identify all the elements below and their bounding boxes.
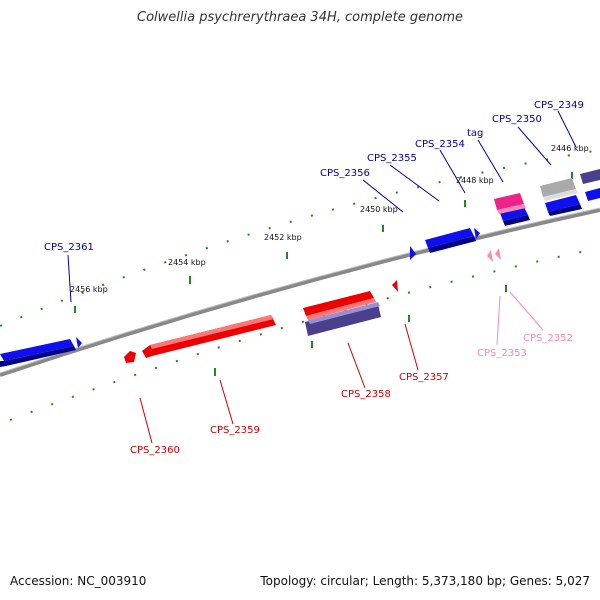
scale-label: 2452 kbp	[264, 233, 302, 242]
gene-arrowhead	[76, 337, 82, 348]
gene-label: CPS_2359	[210, 425, 260, 436]
accession-label: Accession: NC_003910	[10, 574, 147, 588]
gene-cps-2361	[0, 339, 74, 361]
gene-magenta	[494, 193, 524, 210]
gene-cps-2357	[392, 280, 398, 292]
gene-label: CPS_2350	[492, 114, 542, 125]
forward-genes	[0, 169, 600, 367]
scale-label: 2446 kbp	[551, 144, 589, 153]
scale-label: 2448 kbp	[456, 176, 494, 185]
gene-label: CPS_2353	[477, 348, 527, 359]
gene-purple-reverse	[305, 304, 381, 336]
gene-label: CPS_2357	[399, 372, 449, 383]
gene-label: CPS_2354	[415, 139, 465, 150]
gene-label: CPS_2355	[367, 153, 417, 164]
scale-label: 2450 kbp	[360, 205, 398, 214]
inner-tick-track	[9, 247, 600, 421]
gene-tag	[500, 207, 528, 221]
map-title: Colwellia psychrerythraea 34H, complete …	[137, 10, 463, 25]
gene-label: CPS_2356	[320, 168, 370, 179]
gene-blue-right	[545, 195, 580, 212]
gene-cps-2349	[580, 169, 600, 184]
gene-cps-2350	[540, 178, 576, 197]
gene-cps-2352	[495, 248, 501, 260]
scale-label: 2454 kbp	[168, 258, 206, 267]
genome-summary: Topology: circular; Length: 5,373,180 bp…	[260, 574, 590, 588]
gene-label: CPS_2361	[44, 242, 94, 253]
gene-cps-2360	[124, 351, 136, 363]
reverse-genes	[124, 248, 501, 363]
gene-cps-2358	[303, 291, 374, 316]
gene-cps-2356	[410, 246, 416, 260]
gene-cps-2353	[487, 250, 493, 262]
gene-label: CPS_2349	[534, 100, 584, 111]
gene-label: tag	[467, 128, 483, 139]
gene-cps-2354	[474, 228, 480, 239]
scale-label: 2456 kbp	[70, 285, 108, 294]
genome-backbone	[0, 208, 600, 377]
gene-label: CPS_2358	[341, 389, 391, 400]
gene-label: CPS_2360	[130, 445, 180, 456]
gene-label: CPS_2352	[523, 333, 573, 344]
gene-cps-2355	[425, 228, 474, 248]
